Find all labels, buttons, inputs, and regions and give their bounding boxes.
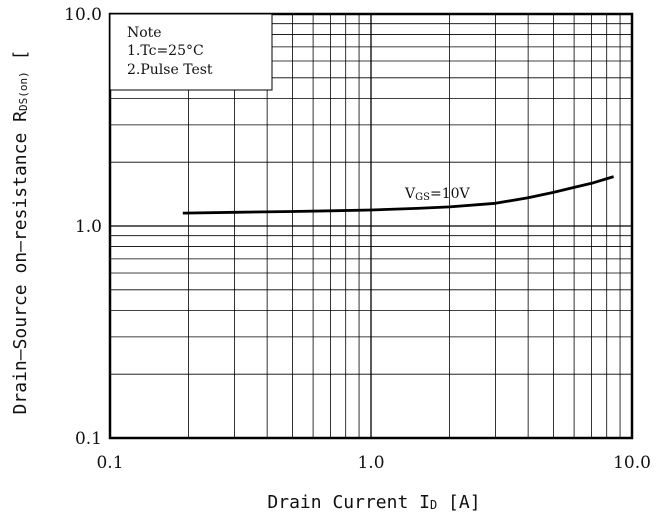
plot-frame (108, 12, 634, 440)
grid-lines (110, 14, 632, 438)
x-tick-label: 10.0 (613, 453, 651, 473)
note-title: Note (127, 25, 162, 41)
note-line-1: 1.Tc=25°C (127, 43, 204, 59)
note-box (109, 13, 273, 91)
x-axis-title: Drain Current ID [A] (267, 492, 480, 513)
y-tick-label: 0.1 (75, 429, 102, 449)
y-tick-label: 1.0 (75, 217, 102, 237)
y-tick-label: 10.0 (64, 5, 102, 25)
x-tick-label: 0.1 (96, 453, 123, 473)
series-line-vgs-10v (182, 175, 615, 215)
x-tick-label: 1.0 (357, 453, 384, 473)
y-axis-title: Drain–Source on–resistance RDS(on) [ (10, 50, 31, 415)
note-line-2: 2.Pulse Test (127, 62, 213, 78)
series-label-vgs: VGS=10V (404, 186, 471, 203)
